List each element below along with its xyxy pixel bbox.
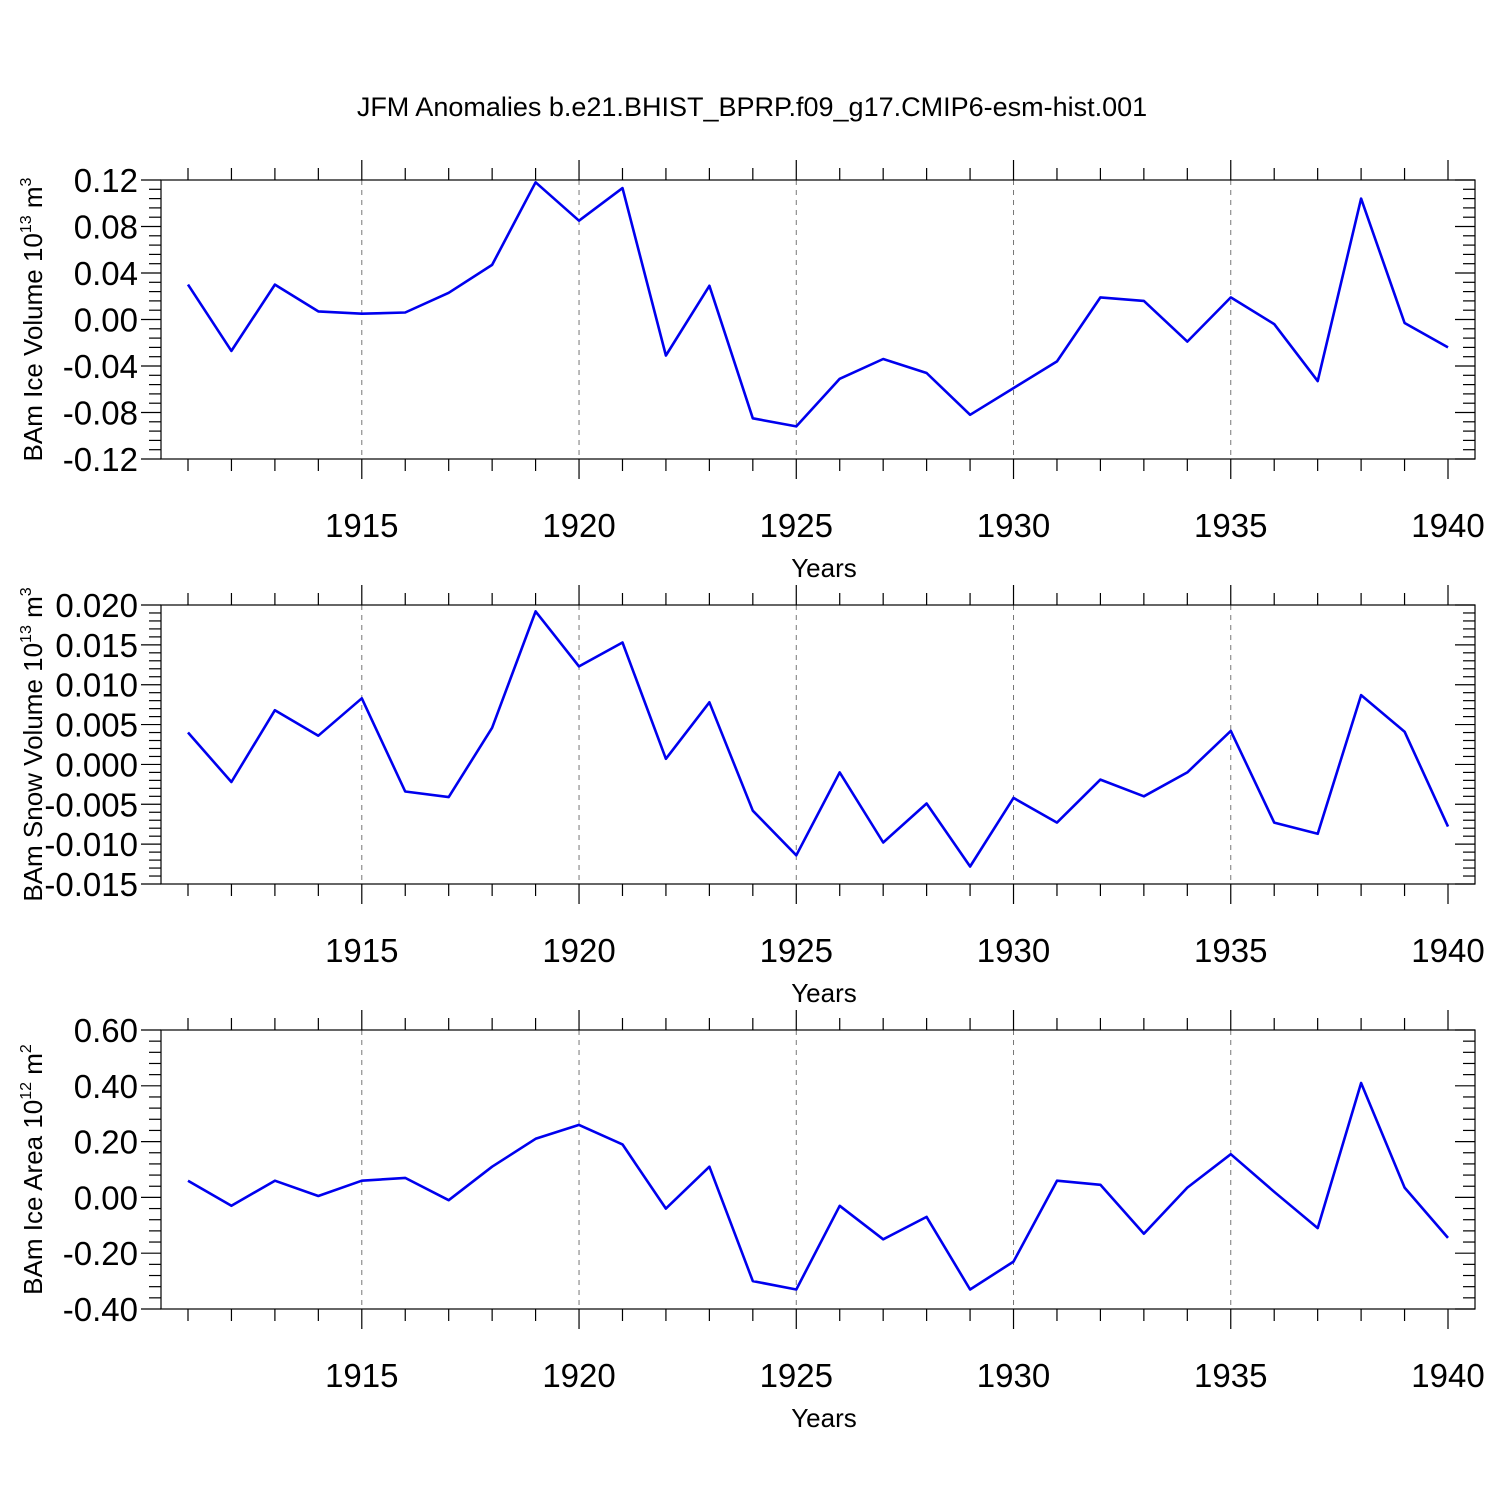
series-line bbox=[187, 1081, 1449, 1291]
y-axis-label-main: BAm Ice Area 10 bbox=[18, 1100, 48, 1295]
x-tick-label-1935: 1935 bbox=[1194, 1357, 1267, 1394]
y-axis-label-unit: m bbox=[18, 186, 48, 215]
y-tick-label: 0.015 bbox=[55, 627, 138, 664]
y-axis-label-exponent: 13 bbox=[18, 215, 35, 233]
y-tick-label: 0.005 bbox=[55, 707, 138, 744]
y-tick-label: 0.60 bbox=[74, 1012, 138, 1049]
y-tick-label: -0.40 bbox=[63, 1291, 138, 1328]
x-tick-label-1920: 1920 bbox=[542, 507, 615, 544]
x-tick-label-1925: 1925 bbox=[760, 1357, 833, 1394]
x-tick-label-1940: 1940 bbox=[1411, 932, 1484, 969]
y-axis-label-main: BAm Ice Volume 10 bbox=[18, 233, 48, 461]
y-tick-label: -0.005 bbox=[44, 786, 138, 823]
y-tick-label: -0.04 bbox=[63, 348, 138, 385]
y-tick-label: -0.015 bbox=[44, 866, 138, 903]
figure-title: JFM Anomalies b.e21.BHIST_BPRP.f09_g17.C… bbox=[357, 92, 1147, 122]
panel-2: -0.015-0.010-0.0050.0000.0050.0100.0150.… bbox=[18, 585, 1485, 1008]
y-axis-label-unit-exponent: 3 bbox=[18, 587, 35, 596]
x-tick-label-1930: 1930 bbox=[977, 932, 1050, 969]
y-tick-label: -0.08 bbox=[63, 395, 138, 432]
plot-frame bbox=[160, 179, 1476, 460]
y-tick-label: 0.08 bbox=[74, 209, 138, 246]
y-tick-label: 0.04 bbox=[74, 255, 138, 292]
x-tick-label-1940: 1940 bbox=[1411, 507, 1484, 544]
x-tick-label-1935: 1935 bbox=[1194, 507, 1267, 544]
x-tick-label-1915: 1915 bbox=[325, 932, 398, 969]
x-tick-label-1915: 1915 bbox=[325, 507, 398, 544]
panel-3: -0.40 -0.20 0.00 0.20 0.40 0.60 1915 1920 1925 19… bbox=[18, 1010, 1485, 1433]
x-axis-label: Years bbox=[791, 1403, 857, 1433]
plot-frame bbox=[160, 1029, 1476, 1310]
x-tick-label-1935: 1935 bbox=[1194, 932, 1267, 969]
x-tick-label-1920: 1920 bbox=[542, 1357, 615, 1394]
y-tick-label: 0.020 bbox=[55, 587, 138, 624]
x-tick-label-1915: 1915 bbox=[325, 1357, 398, 1394]
panel-1: -0.12 -0.08 -0.04 0.00 0.04 0.08 0.12 1915 1920 1… bbox=[18, 160, 1485, 583]
y-tick-label: 0.00 bbox=[74, 302, 138, 339]
y-tick-label: 0.000 bbox=[55, 746, 138, 783]
x-tick-label-1925: 1925 bbox=[760, 507, 833, 544]
y-axis-label-main: BAm Snow Volume 10 bbox=[18, 643, 48, 902]
x-tick-label-1940: 1940 bbox=[1411, 1357, 1484, 1394]
y-axis-label-unit-exponent: 2 bbox=[18, 1044, 35, 1053]
series-line bbox=[186, 181, 1449, 428]
x-tick-label-1925: 1925 bbox=[760, 932, 833, 969]
x-axis-label: Years bbox=[791, 553, 857, 583]
y-axis-label-unit: m bbox=[18, 596, 48, 625]
x-tick-label-1930: 1930 bbox=[977, 1357, 1050, 1394]
x-axis-label: Years bbox=[791, 978, 857, 1008]
panels: -0.12 -0.08 -0.04 0.00 0.04 0.08 0.12 1915 1920 1… bbox=[18, 160, 1485, 1433]
y-axis-label-unit: m bbox=[18, 1053, 48, 1082]
y-tick-label: 0.010 bbox=[55, 667, 138, 704]
y-axis-label-unit-exponent: 3 bbox=[18, 177, 35, 186]
y-axis-label: BAm Ice Area 1012 m2 bbox=[18, 1044, 48, 1295]
y-tick-label: -0.20 bbox=[63, 1235, 138, 1272]
y-axis-label: BAm Ice Volume 1013 m3 bbox=[18, 177, 48, 461]
y-tick-label: -0.010 bbox=[44, 826, 138, 863]
y-axis-label: BAm Snow Volume 1013 m3 bbox=[18, 587, 48, 901]
x-tick-label-1920: 1920 bbox=[542, 932, 615, 969]
x-tick-label-1930: 1930 bbox=[977, 507, 1050, 544]
y-tick-label: 0.40 bbox=[74, 1068, 138, 1105]
y-axis-label-exponent: 13 bbox=[18, 625, 35, 643]
y-axis-label-exponent: 12 bbox=[18, 1082, 35, 1100]
plot-frame bbox=[160, 604, 1476, 885]
y-tick-label: 0.00 bbox=[74, 1179, 138, 1216]
y-tick-label: 0.12 bbox=[74, 162, 138, 199]
y-tick-label: -0.12 bbox=[63, 441, 138, 478]
series-line bbox=[187, 610, 1450, 868]
y-tick-label: 0.20 bbox=[74, 1124, 138, 1161]
